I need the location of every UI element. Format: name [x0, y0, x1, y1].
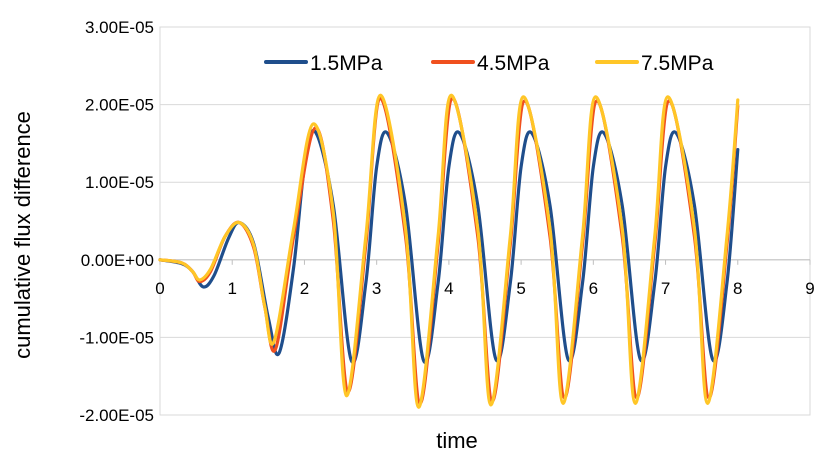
- x-tick-label: 3: [372, 279, 381, 298]
- x-tick-label: 1: [227, 279, 236, 298]
- y-tick-label: 3.00E-05: [85, 18, 154, 37]
- y-tick-label: 0.00E+00: [81, 251, 154, 270]
- legend-label-1: 1.5MPa: [310, 52, 383, 75]
- x-tick-label: 8: [733, 279, 742, 298]
- y-axis-title: cumulative flux difference: [10, 111, 35, 359]
- legend-label-2: 4.5MPa: [477, 52, 550, 75]
- series-line-3: [158, 93, 740, 409]
- x-tick-label: 5: [516, 279, 525, 298]
- x-axis-title: time: [436, 428, 478, 453]
- x-tick-labels: 0 1 2 3 4 5 6 7 8 9: [155, 279, 814, 298]
- x-tick-label: 7: [661, 279, 670, 298]
- x-tick-label: 4: [444, 279, 453, 298]
- y-tick-label: 1.00E-05: [85, 173, 154, 192]
- legend-label-3: 7.5MPa: [641, 52, 714, 75]
- x-tick-label: 6: [589, 279, 598, 298]
- y-tick-label: -2.00E-05: [79, 406, 154, 425]
- y-tick-label: -1.00E-05: [79, 328, 154, 347]
- x-tick-label: 9: [805, 279, 814, 298]
- y-tick-label: 2.00E-05: [85, 96, 154, 115]
- series-lines: [158, 93, 740, 409]
- x-tick-label: 0: [155, 279, 164, 298]
- series-line-1: [158, 128, 740, 365]
- y-tick-labels: 3.00E-05 2.00E-05 1.00E-05 0.00E+00 -1.00E-0…: [79, 18, 154, 425]
- legend: 1.5MPa 4.5MPa 7.5MPa: [264, 52, 714, 75]
- x-tick-label: 2: [300, 279, 309, 298]
